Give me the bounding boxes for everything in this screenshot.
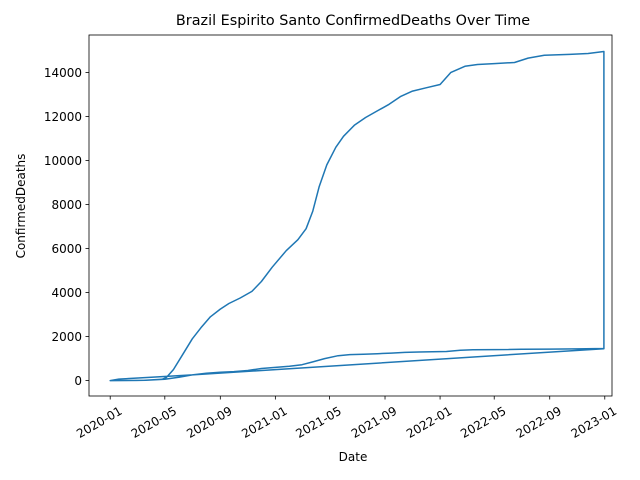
x-tick-label: 2021-01 [239, 404, 289, 441]
x-tick-label: 2022-05 [458, 404, 508, 441]
x-tick-label: 2023-01 [569, 404, 619, 441]
y-tick-label: 2000 [51, 330, 82, 344]
plot-frame [88, 34, 613, 397]
y-tick-label: 4000 [51, 286, 82, 300]
x-axis-label: Date [339, 450, 368, 464]
x-tick-label: 2022-01 [404, 404, 454, 441]
y-tick-label: 12000 [44, 110, 82, 124]
x-tick-label: 2020-01 [74, 404, 124, 441]
x-tick-label: 2020-09 [184, 404, 234, 441]
x-axis: 2020-01 2020-05 2020-09 2021-01 2021-05 2021-… [74, 396, 619, 441]
y-axis-label: ConfirmedDeaths [14, 154, 28, 259]
plot-area [109, 50, 605, 382]
x-tick-label: 2022-09 [514, 404, 564, 441]
chart-title: Brazil Espirito Santo ConfirmedDeaths Ov… [176, 13, 530, 29]
series-line [109, 50, 605, 382]
x-tick-label: 2020-05 [129, 404, 179, 441]
x-tick-label: 2021-05 [293, 404, 343, 441]
y-tick-label: 10000 [44, 154, 82, 168]
y-axis: 0 2000 4000 6000 8000 10000 12000 14000 [44, 66, 89, 388]
x-tick-label: 2021-09 [349, 404, 399, 441]
y-tick-label: 8000 [51, 198, 82, 212]
y-tick-label: 6000 [51, 242, 82, 256]
y-tick-label: 14000 [44, 66, 82, 80]
y-tick-label: 0 [74, 374, 82, 388]
